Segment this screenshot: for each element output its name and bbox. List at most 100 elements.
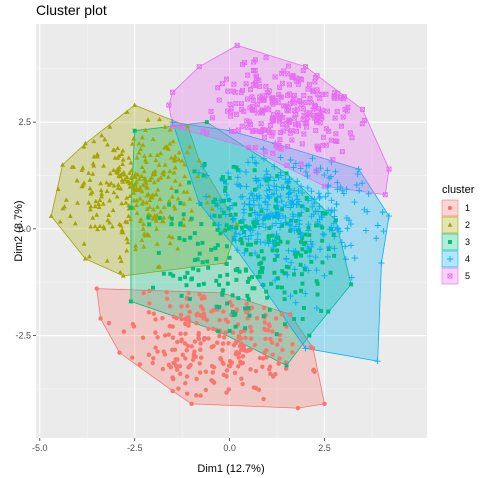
cluster-3-point [204,120,209,125]
cluster-3-point [198,201,203,206]
cluster-1-point [176,386,181,391]
cluster-3-point [292,317,297,322]
cluster-3-point [246,297,251,302]
cluster-5-point [332,115,338,121]
cluster-4-point [324,253,331,260]
cluster-2-point [234,221,240,227]
cluster-1-point [151,311,157,316]
cluster-5-point [196,64,202,70]
cluster-3-point [167,202,172,207]
cluster-5-point [301,93,307,99]
cluster-2-point [152,168,158,174]
cluster-5-point [340,114,346,120]
cluster-3-point [192,258,197,262]
cluster-4-point [233,181,241,188]
cluster-3-point [233,324,238,329]
cluster-4-point [285,178,292,185]
legend-label-1: 1 [465,203,470,213]
cluster-3-point [235,168,240,173]
cluster-2-point [118,258,124,263]
cluster-4-point [343,186,350,193]
cluster-2-point [182,173,188,179]
cluster-5-point [258,121,264,127]
cluster-5-point [234,42,240,48]
cluster-5-point [170,123,176,129]
cluster-1-point [223,330,228,335]
cluster-2-point [95,226,100,232]
cluster-4-point [237,194,244,201]
cluster-1-point [238,329,244,335]
cluster-4-point [309,203,316,210]
cluster-2-point [62,204,67,209]
cluster-2-point [144,193,150,198]
cluster-3-point [220,175,225,180]
cluster-3-point [226,206,231,211]
cluster-3-point [196,283,201,288]
cluster-2-point [187,144,193,149]
cluster-2-point [91,138,97,144]
cluster-4-point [338,239,345,246]
cluster-3-point [328,270,333,275]
cluster-4-point [326,175,333,182]
cluster-4-point [261,175,268,182]
cluster-2-point [127,184,133,189]
cluster-1-point [187,319,192,324]
cluster-3-point [216,329,221,334]
cluster-2-point [110,207,116,213]
cluster-2-point [162,124,168,129]
cluster-2-point [102,136,108,142]
cluster-2-point [141,153,147,159]
cluster-4-point [292,160,299,167]
cluster-3-point [188,235,193,240]
cluster-4-point [278,184,285,191]
cluster-1-point [178,312,184,318]
cluster-1-point [235,364,241,369]
cluster-4-point [226,196,233,203]
cluster-2-point [143,159,149,164]
cluster-5-point [216,97,222,103]
legend-marker-1 [447,205,453,211]
cluster-4-point [373,235,380,242]
cluster-4-point [305,227,312,234]
cluster-4-point [312,254,319,261]
cluster-3-point [270,248,275,253]
cluster-2-point [166,146,171,151]
cluster-5-point [344,108,350,114]
cluster-2-point [122,219,128,224]
cluster-3-point [247,313,252,318]
cluster-1-point [121,329,127,334]
cluster-3-point [230,293,235,298]
cluster-4-point [265,212,273,219]
cluster-1-point [193,354,198,359]
cluster-1-point [194,393,199,398]
cluster-3-point [196,268,201,273]
cluster-4-point [351,254,358,262]
cluster-4-point [277,154,284,161]
cluster-4-point [305,162,313,169]
cluster-1-point [267,364,273,369]
cluster-4-point [306,253,313,260]
cluster-3-point [245,293,250,298]
cluster-2-point [111,167,116,173]
cluster-5-point [257,98,263,104]
cluster-5-point [239,106,245,112]
cluster-2-point [115,145,121,151]
cluster-4-point [271,238,278,245]
cluster-5-point [290,98,296,104]
cluster-3-point [293,254,298,259]
cluster-3-point [320,210,325,215]
cluster-3-point [191,266,196,271]
cluster-1-point [151,356,156,361]
cluster-3-point [251,220,256,225]
cluster-3-point [218,231,223,236]
cluster-2-point [145,211,151,217]
cluster-3-point [264,289,269,294]
cluster-2-point [196,157,202,163]
cluster-4-point [256,223,263,230]
cluster-3-point [128,205,133,210]
x-tick-label: -5.0 [32,443,48,453]
cluster-4-point [326,243,333,250]
cluster-2-point [154,152,160,157]
cluster-4-point [304,184,311,192]
